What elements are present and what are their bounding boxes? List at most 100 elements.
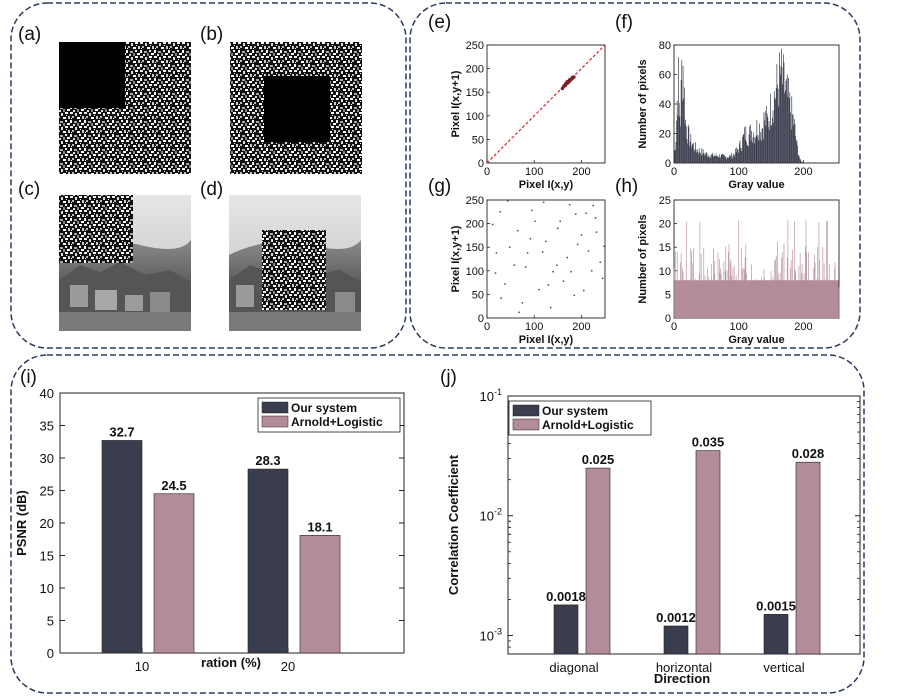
y-axis-label: PSNR (dB) [14,490,29,556]
y-tick-label: 150 [466,87,484,99]
panel-label-c: (c) [18,179,40,200]
chart-j-correlation-coefficient: 10-310-210-1diagonal0.00180.025horizonta… [446,387,861,686]
scatter-point [538,288,540,291]
y-tick-label: 15 [40,549,54,564]
scatter-point [592,204,595,207]
scatter-point [574,213,577,216]
y-tick-label: 250 [466,40,484,52]
scatter-point [566,256,569,259]
data-label: 0.0015 [756,598,796,613]
panel-label-a: (a) [18,24,41,45]
y-tick-base: 10 [480,628,494,643]
bar-our-system [553,604,579,655]
scatter-point [524,266,527,268]
x-tick-label: vertical [763,660,804,675]
y-tick-label: 10-1 [480,387,502,404]
scatter-point [552,270,554,273]
y-tick-label: 5 [665,289,671,301]
plot-area [486,199,606,319]
y-tick-exponent: -3 [494,626,502,636]
x-tick-label: 10 [135,659,149,674]
histogram-base-fill [674,280,839,318]
y-tick-label: 10-2 [480,507,502,524]
y-tick-base: 10 [480,389,494,404]
scatter-point [587,250,590,252]
scatter-point [541,251,544,253]
bar-arnold-logistic [153,493,195,654]
scatter-point [585,212,588,215]
y-axis-label: Correlation Coefficient [446,454,461,595]
scatter-point [494,272,497,275]
chart-g-correlation-cipher: 0 100 200 0 50 100 150 200 250 Pixel I(x,y) Pixel … [450,195,606,346]
y-tick-label: 40 [40,386,54,401]
scatter-point [555,264,558,267]
y-tick-label: 150 [466,242,484,254]
data-label: 0.028 [792,446,825,461]
legend-entry: Arnold+Logistic [542,418,634,432]
scatter-point [529,237,532,240]
data-label: 32.7 [109,424,134,439]
scatter-point [516,229,519,232]
scatter-point [570,270,572,273]
frame-panel-e-h [409,2,861,349]
chart-h-histogram-cipher: 0 100 200 0 5 10 15 20 25 Gray value Number of pix… [637,195,840,346]
y-tick-label: 5 [47,614,54,629]
panel-label-i: (i) [20,367,37,388]
scatter-point [526,251,529,254]
bar-our-system [763,614,789,655]
scatter-point [530,209,533,212]
panel-label-j: (j) [440,367,457,388]
y-tick-label: 40 [659,99,671,111]
bar-arnold-logistic [795,461,821,655]
scatter-point [603,245,605,248]
y-tick-label: 50 [472,134,484,146]
frame-panel-a-d [10,2,407,349]
y-tick-exponent: -1 [494,387,502,397]
x-tick-label: 100 [730,166,748,178]
legend-entry: Our system [542,404,608,418]
y-tick-base: 10 [480,509,494,524]
scatter-point [568,203,571,206]
panel-label-b: (b) [200,24,223,45]
scatter-point [573,294,576,297]
scatter-point [601,277,604,280]
bar-arnold-logistic [695,450,721,655]
x-tick-label: 200 [572,166,590,178]
x-axis-label: ration (%) [201,655,261,670]
y-tick-label: 35 [40,419,54,434]
y-tick-label: 0 [478,313,484,325]
frame-panel-i-j [10,354,865,694]
y-tick-label: 60 [659,70,671,82]
x-tick-label: 200 [794,321,812,333]
scatter-point [495,251,498,254]
panel-label-d: (d) [200,179,223,200]
scatter-point [504,283,506,285]
x-tick-label: 0 [671,166,677,178]
data-label: 0.0012 [656,610,696,625]
data-label: 0.0018 [546,589,586,604]
chart-e-correlation-plain: 0 100 200 0 50 100 150 200 250 Pixel I(x,y) Pixel … [450,40,606,191]
data-label: 24.5 [161,478,186,493]
legend-swatch [261,401,289,414]
scatter-point [599,261,602,264]
chart-i-psnr: 0 5 10 15 20 25 30 35 40 10 32.7 24.5 20 28.3 18.1 Our … [14,386,405,674]
scatter-point [547,284,550,286]
y-tick-label: 200 [466,64,484,76]
data-label: 0.025 [582,452,615,467]
y-tick-label: 25 [40,484,54,499]
y-tick-label: 50 [472,289,484,301]
scatter-point [534,220,537,223]
scatter-point [594,217,597,219]
scatter-point [590,269,593,272]
panel-label-e: (e) [428,12,451,33]
y-tick-label: 20 [659,219,671,231]
scatter-point [549,306,552,309]
scatter-point [576,243,579,246]
panel-label-f: (f) [615,12,633,33]
bar-arnold-logistic [299,535,341,654]
y-tick-label: 250 [466,195,484,207]
image-d [229,195,361,331]
y-tick-label: 30 [40,451,54,466]
scatter-point [556,227,559,230]
bar-our-system [247,468,289,654]
